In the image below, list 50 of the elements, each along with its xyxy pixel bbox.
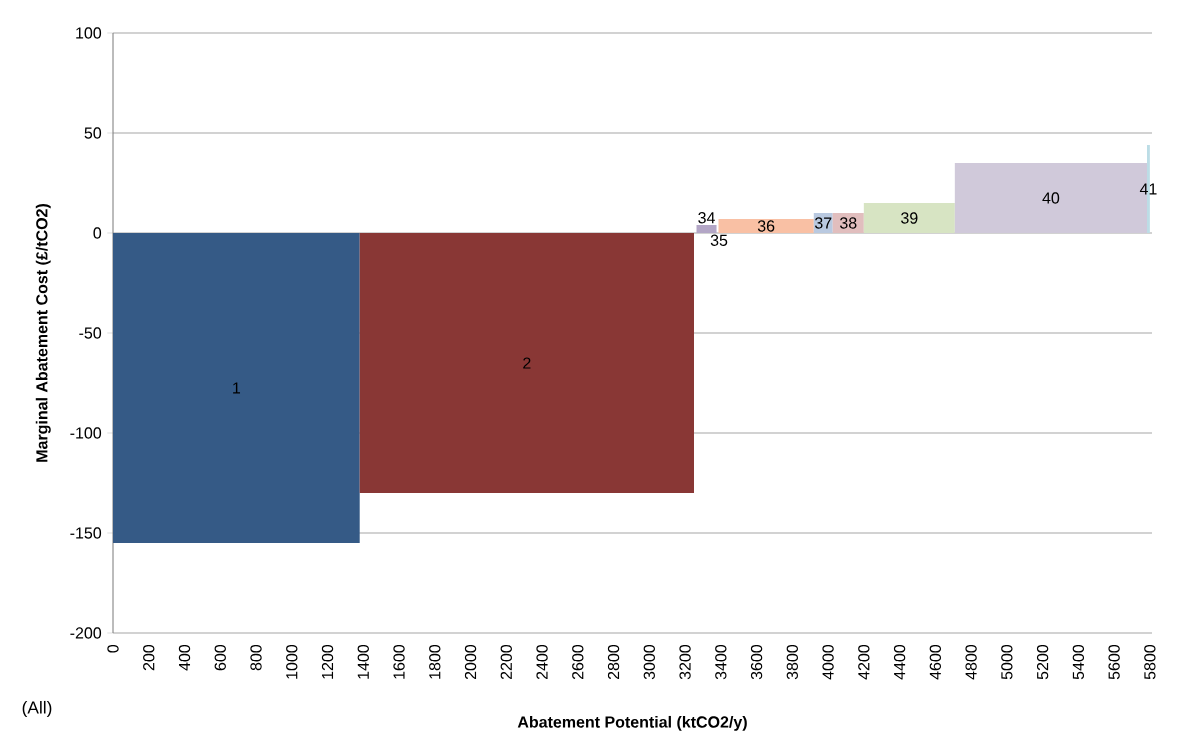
- y-axis-title: Marginal Abatement Cost (£/tCO2): [35, 204, 51, 462]
- x-tick-label: 3000: [643, 644, 655, 680]
- x-tick-label: 4600: [929, 644, 941, 680]
- x-tick-label: 1000: [286, 644, 298, 679]
- series-label: 41: [1139, 183, 1157, 195]
- annotation: 35: [710, 234, 728, 246]
- x-tick-label: 4400: [893, 644, 906, 680]
- x-tick-label: 0: [107, 644, 119, 653]
- x-axis-title: Abatement Potential (ktCO2/y): [517, 715, 747, 731]
- x-tick-label: 800: [250, 644, 262, 671]
- text: (All): [22, 700, 52, 718]
- x-tick-label: 5400: [1072, 644, 1085, 680]
- x-tick-label: 2800: [607, 644, 620, 680]
- x-tick-label: 200: [143, 644, 155, 671]
- series-label: 34: [698, 212, 715, 224]
- x-tick-label: 5600: [1108, 644, 1120, 680]
- x-tick-label: 4200: [858, 644, 870, 680]
- series-label: 36: [757, 220, 775, 232]
- series-label: 1: [233, 382, 241, 394]
- x-tick-label: 4800: [965, 644, 977, 680]
- y-tick-label: -150: [70, 527, 102, 539]
- x-tick-label: 1600: [393, 644, 405, 679]
- series-label: 2: [523, 357, 531, 369]
- x-tick-label: 1400: [357, 644, 369, 679]
- x-tick-label: 3600: [750, 644, 763, 680]
- y-tick-label: 50: [84, 127, 102, 139]
- y-tick-label: 0: [93, 227, 102, 239]
- x-tick-label: 2000: [464, 644, 477, 680]
- x-tick-label: 5200: [1036, 644, 1049, 680]
- y-tick-label: 100: [76, 27, 102, 39]
- x-tick-label: 1800: [429, 644, 441, 679]
- x-tick-label: 2600: [572, 644, 584, 680]
- x-tick-label: 2400: [536, 644, 548, 680]
- x-tick-label: 3800: [786, 644, 798, 680]
- x-tick-label: 1200: [321, 644, 334, 679]
- series-label: 38: [839, 217, 857, 229]
- x-tick-label: 3400: [715, 644, 727, 680]
- series-label: 40: [1042, 192, 1060, 204]
- y-tick-label: -200: [70, 627, 102, 639]
- x-tick-label: 5000: [1001, 644, 1013, 680]
- x-tick-label: 5800: [1144, 644, 1156, 680]
- x-tick-label: 3200: [679, 644, 691, 680]
- y-tick-label: -50: [79, 327, 102, 339]
- y-tick-label: -100: [70, 427, 102, 439]
- x-tick-label: 600: [214, 644, 226, 671]
- x-tick-label: 2200: [500, 644, 512, 680]
- series-label: 37: [814, 217, 832, 229]
- series-label: 39: [901, 212, 918, 224]
- x-tick-label: 4000: [822, 644, 834, 680]
- x-tick-label: 400: [178, 644, 191, 671]
